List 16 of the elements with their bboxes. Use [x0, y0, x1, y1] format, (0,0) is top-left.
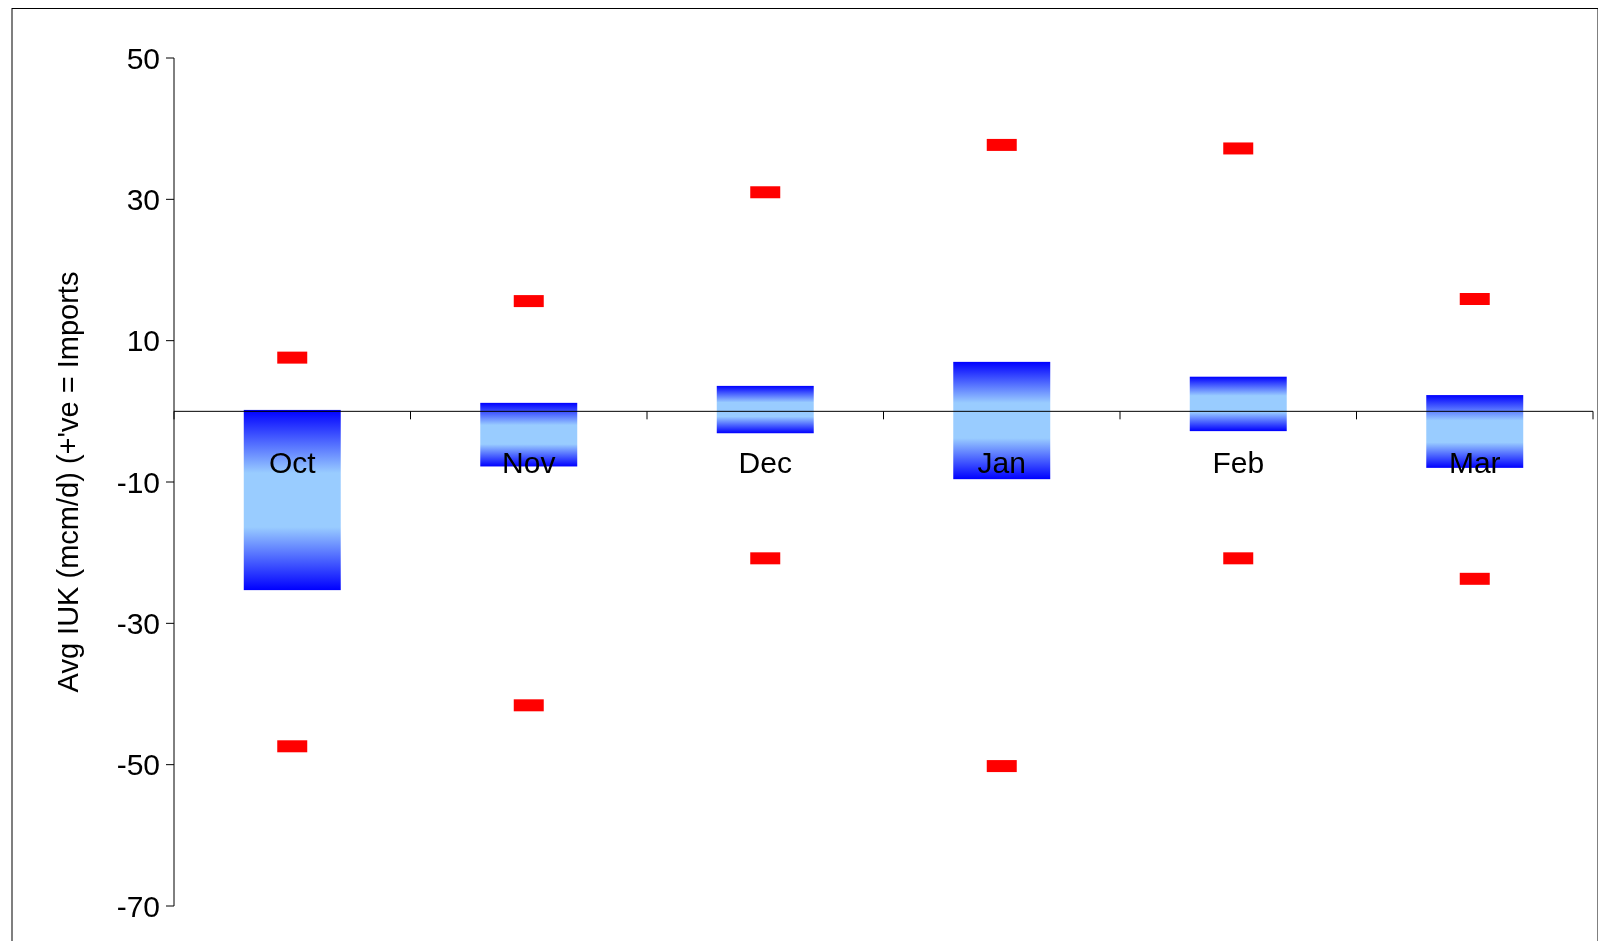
x-tick-label: Jan [977, 446, 1026, 480]
y-tick-label: 10 [126, 324, 160, 358]
x-tick-label: Dec [738, 446, 792, 480]
y-tick-label: 30 [126, 182, 160, 216]
x-tick-label: Oct [268, 446, 317, 480]
y-axis-title: Avg IUK (mcm/d) (+'ve = Imports [52, 271, 84, 693]
bar [243, 409, 341, 591]
x-tick-label: Feb [1212, 446, 1265, 480]
bar [1189, 376, 1287, 432]
y-tick-label: -30 [116, 606, 160, 640]
bar [953, 361, 1051, 480]
bar [716, 385, 814, 434]
y-tick-label: -50 [116, 748, 160, 782]
y-tick-label: -10 [116, 465, 160, 499]
y-tick-label: 50 [126, 41, 160, 75]
y-tick-label: -70 [116, 889, 160, 923]
